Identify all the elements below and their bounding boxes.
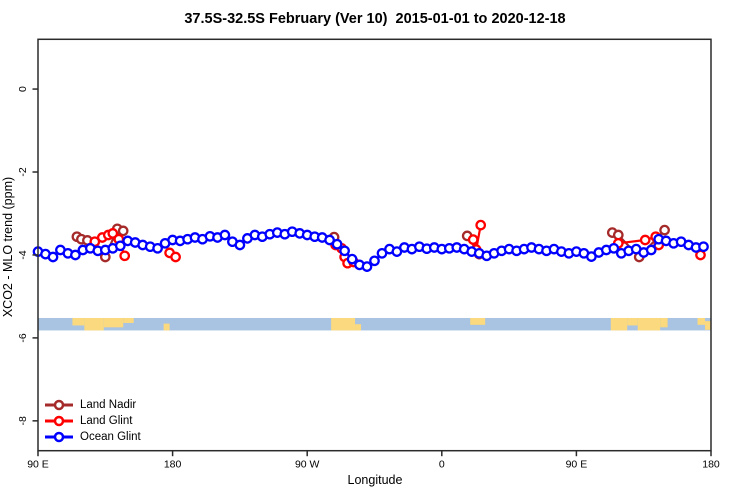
x-tick-label: 90 E	[566, 459, 588, 471]
legend-marker-icon	[45, 415, 73, 427]
chart-title: 37.5S-32.5S February (Ver 10) 2015-01-01…	[184, 11, 566, 27]
map-band-land-patch	[627, 317, 638, 326]
series-land-glint-point	[119, 250, 131, 262]
legend-marker-icon	[45, 399, 73, 411]
plot-frame	[37, 38, 712, 452]
y-tick-label: -2	[17, 167, 29, 176]
series-land-glint-point	[467, 234, 479, 245]
map-band-land-patch	[660, 317, 668, 328]
series-land-nadir-point	[117, 225, 129, 237]
x-tick-label: 0	[439, 459, 445, 471]
series-ocean-glint-point	[234, 239, 246, 251]
series-ocean-glint-point	[339, 245, 350, 257]
series-land-glint-point	[475, 219, 487, 231]
series-ocean-glint-point	[698, 241, 709, 253]
legend-label: Land Glint	[80, 415, 133, 427]
series-land-nadir-point	[659, 224, 670, 236]
legend-label: Land Nadir	[80, 399, 137, 411]
series-ocean-glint-point	[219, 229, 231, 241]
map-band-ocean	[38, 317, 711, 331]
series-land-nadir-point	[612, 229, 624, 241]
series-ocean-glint-point	[70, 249, 81, 261]
x-tick-label: 90 E	[27, 459, 49, 471]
x-tick-label: 90 W	[295, 459, 320, 471]
series-land-glint-point	[639, 234, 651, 246]
series-ocean-glint-point	[114, 240, 126, 252]
map-band-land-patch	[84, 317, 104, 331]
x-tick-label: 180	[164, 459, 182, 471]
map-band-land-patch	[123, 317, 134, 323]
series-ocean-glint-point	[361, 261, 373, 272]
map-band-land-patch	[72, 317, 85, 326]
y-tick-label: -8	[17, 416, 29, 425]
legend-item-land-glint: Land Glint	[44, 413, 141, 429]
series-ocean-glint-point	[645, 244, 657, 256]
series-ocean-glint-point	[152, 242, 163, 254]
legend-item-ocean-glint: Ocean Glint	[44, 429, 141, 445]
series-ocean-glint-point	[331, 238, 343, 250]
map-band-land-patch	[610, 317, 628, 331]
map-band-land-patch	[705, 321, 711, 330]
legend: Land Nadir Land Glint Ocean Glint	[44, 397, 141, 445]
map-band-land-patch	[697, 317, 706, 325]
series-ocean-glint-point	[608, 242, 620, 254]
map-band-land-patch	[470, 317, 486, 325]
series-land-glint-point	[107, 228, 119, 239]
map-band-land-patch	[637, 317, 661, 331]
y-axis-label: XCO2 - MLO trend (ppm)	[1, 176, 15, 318]
map-band-land-patch	[355, 324, 362, 331]
x-tick-label: 180	[702, 459, 720, 471]
series-land-glint-point	[170, 251, 181, 263]
map-band-land-patch	[163, 323, 170, 331]
y-tick-label: -6	[17, 333, 29, 342]
legend-label: Ocean Glint	[80, 431, 141, 443]
series-ocean-glint-point	[369, 255, 380, 267]
y-tick-label: -4	[17, 250, 29, 259]
y-tick-label: 0	[17, 86, 29, 92]
legend-item-land-nadir: Land Nadir	[44, 397, 141, 413]
series-ocean-glint-point	[47, 251, 59, 263]
x-axis-label: Longitude	[347, 473, 403, 487]
map-band-land-patch	[331, 317, 356, 331]
legend-marker-icon	[45, 431, 73, 443]
series-ocean-glint-point	[346, 253, 358, 265]
map-band-land-patch	[103, 317, 124, 328]
